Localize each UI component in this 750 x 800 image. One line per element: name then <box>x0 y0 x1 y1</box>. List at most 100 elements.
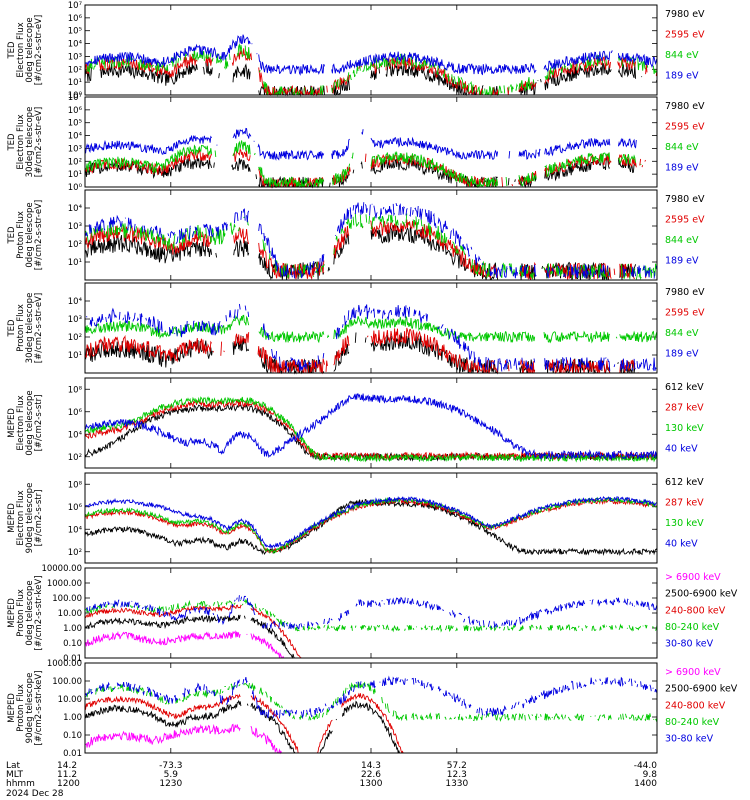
legend-entry: 844 eV <box>665 328 699 339</box>
y-tick-label: 10⁴ <box>68 430 83 440</box>
series-line <box>85 128 657 159</box>
series-line <box>84 614 657 659</box>
y-axis-label-line: 90deg telescope <box>25 483 35 554</box>
y-tick-label: 100.00 <box>52 594 82 604</box>
panel-5: MEPED Electron Flux 0deg telescope [#/cm2-s… <box>7 377 704 469</box>
legend-entry: 30-80 keV <box>665 639 714 650</box>
legend-entry: 287 keV <box>665 402 704 413</box>
y-axis-label-line: TED <box>7 41 17 60</box>
legend-entry: 2595 eV <box>665 121 705 132</box>
y-tick-label: 1.00 <box>63 624 82 634</box>
y-tick-label: 1000.00 <box>47 579 82 589</box>
legend-entry: 2595 eV <box>665 307 705 318</box>
y-tick-label: 10⁴ <box>68 204 83 214</box>
legend-entry: 240-800 keV <box>665 605 726 616</box>
legend-entry: 612 keV <box>665 477 704 488</box>
x-tick-label-lat: 57.2 <box>447 761 467 771</box>
legend-entry: 189 eV <box>665 70 699 81</box>
panel-frame <box>84 662 658 754</box>
x-tick-label-hhmm: 1300 <box>360 779 383 789</box>
y-axis-label-line: [#/cm2-s-str-eV] <box>34 107 44 177</box>
y-axis-label-line: 30deg telescope <box>25 293 35 364</box>
y-tick-label: 0.01 <box>63 654 82 664</box>
y-tick-label: 10⁵ <box>68 27 82 37</box>
legend-entry: > 6900 keV <box>665 572 721 583</box>
y-tick-label: 10³ <box>68 52 82 62</box>
legend-entry: 2500-6900 keV <box>665 684 738 695</box>
y-tick-label: 10000.00 <box>41 564 82 574</box>
x-tick-label-lat: 14.2 <box>57 761 77 771</box>
date-label: 2024 Dec 28 <box>6 789 64 799</box>
panel-7: MEPED Proton Flux 0deg telescope [#/cm2-s-s… <box>7 564 738 664</box>
y-tick-label: 100.00 <box>52 677 82 687</box>
legend-entry: 189 eV <box>665 348 699 359</box>
legend-entry: 240-800 keV <box>665 700 726 711</box>
y-axis-label-line: TED <box>7 226 17 245</box>
y-tick-label: 10.00 <box>58 695 82 705</box>
y-axis-label-line: Proton Flux <box>16 304 26 352</box>
y-axis-label-line: Electron Flux <box>16 114 26 169</box>
y-axis-label-line: [#/cm2-s-str] <box>34 395 44 452</box>
series-line <box>84 495 658 550</box>
y-axis-label-line: Proton Flux <box>16 684 26 732</box>
y-axis-label-line: MEPED <box>7 598 17 628</box>
y-axis-label-line: [#/cm2-s-str-keV] <box>34 671 44 746</box>
y-tick-label: 1000.00 <box>47 659 82 669</box>
legend-entry: 80-240 keV <box>665 622 720 633</box>
legend-entry: 844 eV <box>665 50 699 61</box>
y-tick-label: 10³ <box>68 315 82 325</box>
y-tick-label: 10⁸ <box>68 385 83 395</box>
legend-entry: 844 eV <box>665 142 699 153</box>
y-tick-label: 10³ <box>68 222 82 232</box>
legend-entry: 130 keV <box>665 423 704 434</box>
legend-entry: 40 keV <box>665 443 698 454</box>
y-tick-label: 10¹ <box>68 258 82 268</box>
y-tick-label: 10⁴ <box>68 132 83 142</box>
y-tick-label: 10⁷ <box>68 1 83 11</box>
panel-frame <box>84 282 658 374</box>
y-tick-label: 10³ <box>68 144 82 154</box>
y-tick-label: 10⁰ <box>68 183 83 193</box>
panel-frame <box>84 4 658 96</box>
row-label-hhmm: hhmm <box>6 779 35 789</box>
series-line <box>84 393 658 461</box>
legend-entry: 2595 eV <box>665 214 705 225</box>
y-axis-label-line: MEPED <box>7 693 17 723</box>
y-axis-label-line: TED <box>7 319 17 338</box>
y-tick-label: 10⁷ <box>68 93 83 103</box>
panel-frame <box>84 567 658 659</box>
series-line <box>84 675 658 719</box>
y-tick-label: 10¹ <box>68 170 82 180</box>
y-tick-label: 10² <box>68 333 82 343</box>
y-axis-label-line: [#/cm2-s-str-eV] <box>34 293 44 363</box>
legend-entry: > 6900 keV <box>665 667 721 678</box>
y-tick-label: 0.10 <box>63 639 82 649</box>
y-tick-label: 10.00 <box>58 609 82 619</box>
y-tick-label: 10¹ <box>68 78 82 88</box>
y-axis-label-line: 0deg telescope <box>25 580 35 645</box>
y-tick-label: 10⁶ <box>68 106 83 116</box>
x-tick-label-mlt: 11.2 <box>57 770 77 780</box>
y-axis-label-line: MEPED <box>7 503 17 533</box>
y-axis-label-line: Electron Flux <box>16 395 26 450</box>
panels: TED Electron Flux 0deg telescope [#/cm2-s-s… <box>7 1 738 759</box>
panel-frame <box>84 377 658 469</box>
legend-entry: 80-240 keV <box>665 717 720 728</box>
x-tick-label-mlt: 9.8 <box>643 770 658 780</box>
y-tick-label: 10² <box>68 157 82 167</box>
y-axis-label-line: [#/cm2-s-str-eV] <box>34 15 44 85</box>
series-line <box>84 604 657 659</box>
y-axis-label-line: [#/cm2-s-str-eV] <box>34 200 44 270</box>
series-line <box>84 314 658 344</box>
y-axis-label-line: [#/cm2-s-str] <box>34 490 44 547</box>
y-axis-label-line: MEPED <box>7 408 17 438</box>
y-axis-label-line: Proton Flux <box>16 589 26 637</box>
legend-entry: 7980 eV <box>665 101 705 112</box>
y-tick-label: 1.00 <box>63 713 82 723</box>
x-tick-label-lat: -73.3 <box>159 761 182 771</box>
series-line <box>86 595 658 630</box>
y-tick-label: 10² <box>68 453 82 463</box>
panel-6: MEPED Electron Flux 90deg telescope [#/cm2-… <box>7 472 704 564</box>
legend-entry: 2595 eV <box>665 29 705 40</box>
x-tick-label-hhmm: 1330 <box>445 779 468 789</box>
